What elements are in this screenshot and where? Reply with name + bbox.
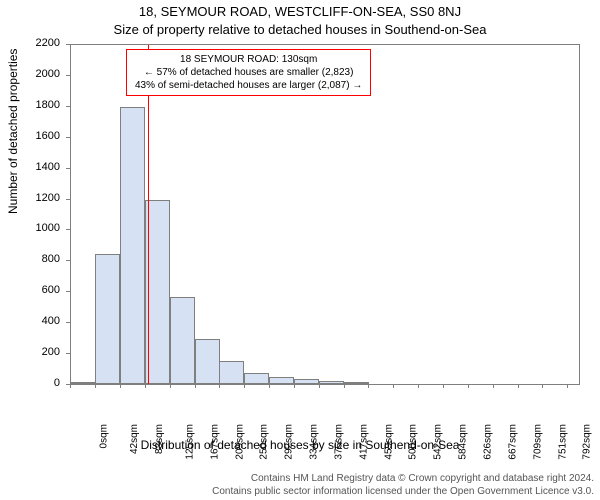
histogram-bar bbox=[170, 297, 195, 384]
x-tick-label: 584sqm bbox=[458, 424, 469, 460]
histogram-bar bbox=[269, 377, 294, 384]
y-tick-mark bbox=[66, 229, 70, 230]
y-tick-label: 1600 bbox=[20, 130, 60, 142]
x-tick-mark bbox=[244, 384, 245, 388]
x-tick-label: 167sqm bbox=[209, 424, 220, 460]
histogram-bar bbox=[244, 373, 269, 384]
y-tick-mark bbox=[66, 322, 70, 323]
histogram-bar bbox=[95, 254, 120, 384]
x-tick-label: 417sqm bbox=[358, 424, 369, 460]
footer: Contains HM Land Registry data © Crown c… bbox=[212, 473, 594, 498]
y-tick-mark bbox=[66, 137, 70, 138]
x-tick-mark bbox=[120, 384, 121, 388]
x-tick-label: 0sqm bbox=[98, 424, 109, 448]
x-tick-mark bbox=[219, 384, 220, 388]
chart-container: 18, SEYMOUR ROAD, WESTCLIFF-ON-SEA, SS0 … bbox=[0, 0, 600, 500]
y-tick-label: 400 bbox=[20, 315, 60, 327]
x-tick-mark bbox=[468, 384, 469, 388]
y-tick-label: 1000 bbox=[20, 222, 60, 234]
axis-bottom bbox=[70, 384, 580, 385]
y-tick-label: 800 bbox=[20, 253, 60, 265]
x-tick-mark bbox=[443, 384, 444, 388]
x-tick-label: 751sqm bbox=[558, 424, 569, 460]
x-tick-label: 459sqm bbox=[383, 424, 394, 460]
x-tick-mark bbox=[170, 384, 171, 388]
y-tick-label: 1200 bbox=[20, 192, 60, 204]
y-tick-mark bbox=[66, 260, 70, 261]
x-tick-mark bbox=[518, 384, 519, 388]
y-tick-mark bbox=[66, 291, 70, 292]
x-tick-mark bbox=[95, 384, 96, 388]
x-tick-mark bbox=[195, 384, 196, 388]
y-tick-mark bbox=[66, 75, 70, 76]
y-tick-mark bbox=[66, 199, 70, 200]
x-tick-mark bbox=[294, 384, 295, 388]
x-tick-label: 542sqm bbox=[433, 424, 444, 460]
y-tick-label: 2200 bbox=[20, 37, 60, 49]
annotation-line2: ← 57% of detached houses are smaller (2,… bbox=[135, 66, 362, 79]
x-tick-mark bbox=[145, 384, 146, 388]
x-tick-mark bbox=[393, 384, 394, 388]
x-tick-label: 500sqm bbox=[408, 424, 419, 460]
histogram-bar bbox=[319, 381, 344, 384]
y-tick-mark bbox=[66, 44, 70, 45]
histogram-bar bbox=[344, 382, 369, 384]
annotation-box: 18 SEYMOUR ROAD: 130sqm ← 57% of detache… bbox=[126, 49, 371, 96]
x-tick-mark bbox=[70, 384, 71, 388]
x-tick-label: 125sqm bbox=[184, 424, 195, 460]
x-tick-label: 626sqm bbox=[483, 424, 494, 460]
plot-area: 18 SEYMOUR ROAD: 130sqm ← 57% of detache… bbox=[70, 44, 580, 384]
x-tick-label: 792sqm bbox=[582, 424, 593, 460]
y-tick-mark bbox=[66, 353, 70, 354]
x-tick-label: 375sqm bbox=[333, 424, 344, 460]
x-tick-label: 83sqm bbox=[154, 424, 165, 454]
y-tick-label: 1400 bbox=[20, 161, 60, 173]
x-tick-mark bbox=[542, 384, 543, 388]
title-main: 18, SEYMOUR ROAD, WESTCLIFF-ON-SEA, SS0 … bbox=[0, 4, 600, 19]
y-tick-label: 200 bbox=[20, 346, 60, 358]
histogram-bar bbox=[70, 382, 95, 384]
y-tick-label: 0 bbox=[20, 377, 60, 389]
x-tick-mark bbox=[319, 384, 320, 388]
y-tick-mark bbox=[66, 106, 70, 107]
footer-line2: Contains public sector information licen… bbox=[212, 486, 594, 499]
annotation-line1: 18 SEYMOUR ROAD: 130sqm bbox=[135, 53, 362, 66]
x-tick-label: 250sqm bbox=[259, 424, 270, 460]
x-tick-mark bbox=[368, 384, 369, 388]
histogram-bar bbox=[195, 339, 220, 384]
histogram-bar bbox=[219, 361, 244, 384]
annotation-line3: 43% of semi-detached houses are larger (… bbox=[135, 79, 362, 92]
x-tick-mark bbox=[269, 384, 270, 388]
x-tick-label: 209sqm bbox=[234, 424, 245, 460]
title-sub: Size of property relative to detached ho… bbox=[0, 22, 600, 37]
x-tick-label: 667sqm bbox=[507, 424, 518, 460]
x-tick-mark bbox=[344, 384, 345, 388]
x-tick-label: 709sqm bbox=[532, 424, 543, 460]
x-tick-mark bbox=[418, 384, 419, 388]
y-axis-label: Number of detached properties bbox=[6, 49, 20, 214]
histogram-bar bbox=[294, 379, 319, 384]
x-tick-label: 292sqm bbox=[284, 424, 295, 460]
histogram-bar bbox=[120, 107, 145, 384]
y-tick-label: 600 bbox=[20, 284, 60, 296]
x-tick-label: 42sqm bbox=[129, 424, 140, 454]
x-tick-mark bbox=[567, 384, 568, 388]
x-tick-mark bbox=[493, 384, 494, 388]
x-tick-label: 334sqm bbox=[309, 424, 320, 460]
y-tick-label: 2000 bbox=[20, 68, 60, 80]
footer-line1: Contains HM Land Registry data © Crown c… bbox=[212, 473, 594, 486]
y-tick-label: 1800 bbox=[20, 99, 60, 111]
y-tick-mark bbox=[66, 168, 70, 169]
